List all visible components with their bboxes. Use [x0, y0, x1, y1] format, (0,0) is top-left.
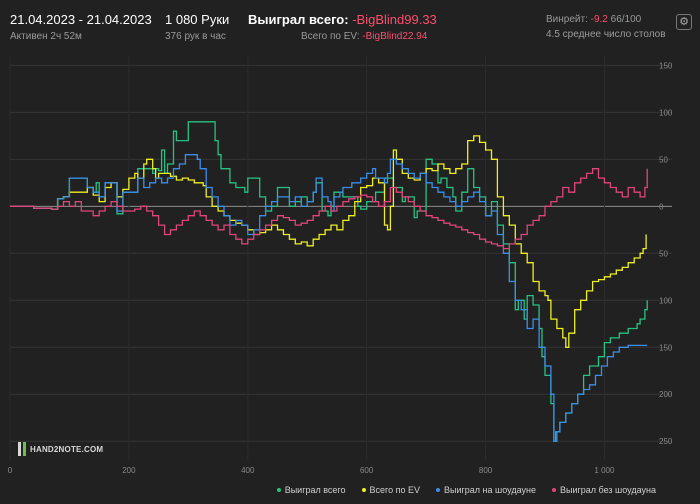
series-line-2: [10, 154, 648, 442]
results-chart: 1501005005010015020025002004006008001 00…: [8, 56, 673, 475]
series-line-0: [10, 121, 648, 442]
winrate-label: Винрейт:: [546, 14, 588, 25]
chart-legend: Выиграл всего Всего по EV Выиграл на шоу…: [276, 485, 656, 495]
x-tick-label: 0: [8, 466, 13, 475]
legend-item-won-total[interactable]: Выиграл всего: [276, 485, 346, 495]
y-tick-label: 150: [659, 61, 673, 70]
legend-label: Выиграл на шоудауне: [444, 485, 536, 495]
series-line-3: [10, 168, 648, 250]
hands-rate: 376 рук в час: [165, 31, 226, 42]
y-tick-label: 50: [659, 155, 668, 164]
y-tick-label: 100: [659, 296, 673, 305]
average-tables: 4.5 среднее число столов: [546, 29, 666, 40]
legend-item-non-showdown[interactable]: Выиграл без шоудауна: [552, 485, 656, 495]
y-tick-label: 250: [659, 437, 673, 446]
y-tick-label: 200: [659, 390, 673, 399]
logo-mark-icon: [18, 442, 26, 456]
date-range: 21.04.2023 - 21.04.2023: [10, 12, 152, 27]
legend-dot: [552, 488, 556, 492]
legend-item-ev-total[interactable]: Всего по EV: [361, 485, 421, 495]
legend-label: Выиграл без шоудауна: [560, 485, 656, 495]
legend-label: Всего по EV: [369, 485, 421, 495]
y-tick-label: 100: [659, 108, 673, 117]
x-tick-label: 600: [360, 466, 374, 475]
y-tick-label: 150: [659, 343, 673, 352]
legend-item-showdown[interactable]: Выиграл на шоудауне: [436, 485, 536, 495]
logo-text: HAND2NOTE.COM: [30, 444, 104, 454]
x-tick-label: 800: [479, 466, 493, 475]
x-tick-label: 1 000: [594, 466, 615, 475]
series-line-1: [10, 135, 647, 348]
winrate-value: -9.2: [590, 14, 608, 25]
won-total-value: -BigBlind99.33: [352, 12, 437, 27]
hand2note-logo: HAND2NOTE.COM: [18, 442, 103, 456]
legend-dot: [436, 488, 441, 492]
hands-count: 1 080 Руки: [165, 12, 230, 27]
ev-total-label: Всего по EV:: [301, 31, 360, 42]
ev-total-value: -BigBlind22.94: [362, 31, 428, 42]
gear-icon[interactable]: ⚙: [676, 14, 692, 30]
active-time: Активен 2ч 52м: [10, 31, 82, 42]
winrate-sample: 66/100: [610, 14, 642, 25]
legend-dot: [276, 488, 281, 492]
x-tick-label: 400: [241, 466, 255, 475]
stats-header: 21.04.2023 - 21.04.2023 Активен 2ч 52м 1…: [0, 0, 700, 56]
legend-label: Выиграл всего: [284, 485, 346, 495]
legend-dot: [361, 488, 366, 492]
x-tick-label: 200: [122, 466, 136, 475]
won-total-label: Выиграл всего:: [248, 12, 349, 27]
y-tick-label: 50: [659, 249, 668, 258]
